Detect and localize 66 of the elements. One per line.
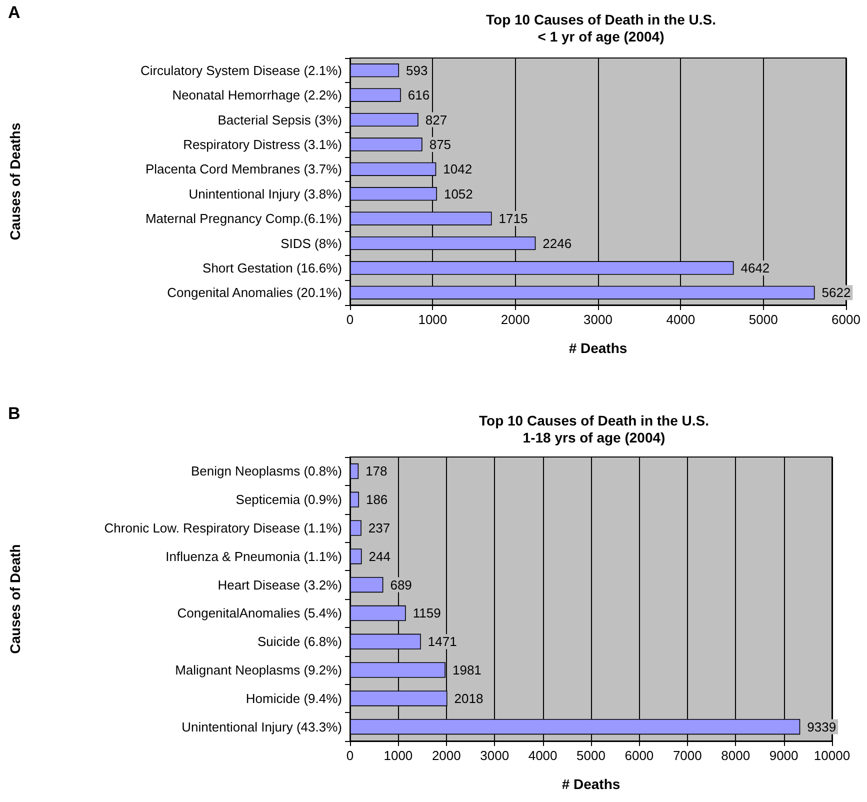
x-tick-label: 4000 xyxy=(528,748,558,763)
data-label: 616 xyxy=(408,88,430,103)
x-tick-label: 3000 xyxy=(480,748,510,763)
y-tick-label: Benign Neoplasms (0.8%) xyxy=(190,464,342,479)
y-tick-label: Maternal Pregnancy Comp.(6.1%) xyxy=(145,211,342,226)
y-tick-label: Congenital Anomalies (20.1%) xyxy=(167,285,342,300)
data-label: 237 xyxy=(368,520,390,536)
data-label: 5622 xyxy=(822,285,851,300)
y-tick-label: Unintentional Injury (43.3%) xyxy=(182,719,342,734)
data-label: 4642 xyxy=(740,260,770,276)
x-tick-label: 0 xyxy=(346,748,354,763)
y-tick-label: SIDS (8%) xyxy=(280,236,342,251)
x-tick-label: 9000 xyxy=(769,748,798,763)
data-label: 1981 xyxy=(452,662,482,678)
data-label: 593 xyxy=(406,62,428,78)
y-tick-label: Septicemia (0.9%) xyxy=(236,492,342,508)
data-label: 1715 xyxy=(498,211,528,226)
x-tick-label: 6000 xyxy=(832,312,860,327)
y-axis-title: Causes of Deaths xyxy=(7,122,23,240)
y-tick-label: Homicide (9.4%) xyxy=(246,690,342,706)
data-label: 2246 xyxy=(542,236,572,251)
y-tick-label: Unintentional Injury (3.8%) xyxy=(188,186,342,202)
data-label: 186 xyxy=(366,492,388,508)
x-tick-label: 5000 xyxy=(576,748,606,763)
x-axis-title: # Deaths xyxy=(568,340,628,356)
x-tick-label: 1000 xyxy=(384,748,413,763)
x-tick-label: 8000 xyxy=(721,748,750,763)
text: A xyxy=(8,3,20,22)
y-axis-title: Causes of Death xyxy=(7,544,23,654)
data-label: 875 xyxy=(429,136,452,152)
data-label: 1159 xyxy=(412,606,441,621)
data-label: 1052 xyxy=(444,186,473,202)
data-label: 1042 xyxy=(443,162,472,177)
x-tick-label: 10000 xyxy=(814,748,850,763)
x-tick-label: 1000 xyxy=(418,312,448,327)
x-axis-title: # Deaths xyxy=(562,776,620,792)
chart-title: Top 10 Causes of Death in the U.S. < 1 yr of age (2004) xyxy=(486,12,716,44)
x-tick-label: 0 xyxy=(346,312,354,327)
data-label: 689 xyxy=(390,577,412,592)
x-tick-label: 3000 xyxy=(584,312,612,327)
y-tick-label: Circulatory System Disease (2.1%) xyxy=(140,62,342,78)
x-tick-label: 2000 xyxy=(432,748,461,763)
x-tick-label: 2000 xyxy=(500,312,530,327)
x-tick-label: 7000 xyxy=(672,748,702,763)
y-tick-label: Chronic Low. Respiratory Disease (1.1%) xyxy=(104,520,342,536)
y-tick-label: Respiratory Distress (3.1%) xyxy=(183,136,342,152)
y-tick-label: Suicide (6.8%) xyxy=(257,634,342,650)
data-label: 244 xyxy=(368,548,390,564)
text: B xyxy=(8,404,20,423)
y-tick-label: Heart Disease (3.2%) xyxy=(218,577,342,592)
y-tick-label: Placenta Cord Membranes (3.7%) xyxy=(145,162,342,177)
y-tick-label: Bacterial Sepsis (3%) xyxy=(218,112,342,128)
data-label: 9339 xyxy=(807,719,836,734)
chart-title: Top 10 Causes of Death in the U.S. 1-18 yrs of age (2004) xyxy=(478,412,710,446)
y-tick-label: Short Gestation (16.6%) xyxy=(202,260,342,276)
data-label: 2018 xyxy=(454,690,484,706)
data-label: 1471 xyxy=(428,634,457,650)
data-label: 178 xyxy=(366,464,388,479)
y-tick-label: Influenza & Pneumonia (1.1%) xyxy=(166,548,342,564)
data-label: 827 xyxy=(425,112,448,128)
x-tick-label: 4000 xyxy=(666,312,696,327)
y-tick-label: CongenitalAnomalies (5.4%) xyxy=(177,606,342,621)
x-tick-label: 6000 xyxy=(624,748,654,763)
y-tick-label: Neonatal Hemorrhage (2.2%) xyxy=(172,88,342,103)
x-tick-label: 5000 xyxy=(748,312,778,327)
y-tick-label: Malignant Neoplasms (9.2%) xyxy=(175,662,342,678)
